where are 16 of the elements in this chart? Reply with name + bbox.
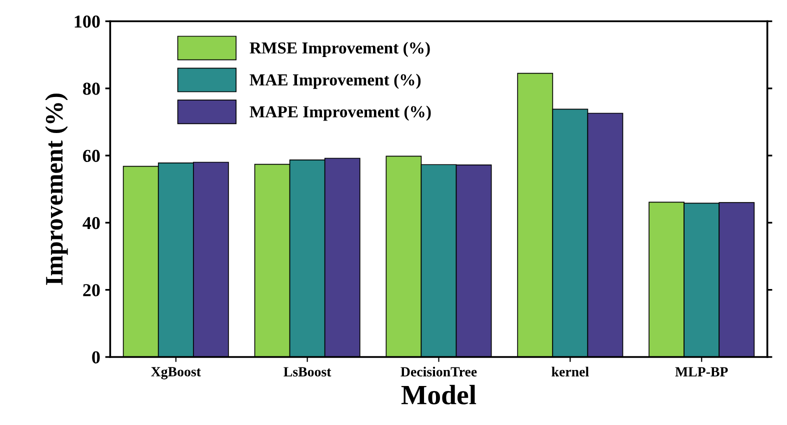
legend-label: MAE Improvement (%) <box>250 74 421 89</box>
y-tick-label: 0 <box>92 351 100 364</box>
legend-label: RMSE Improvement (%) <box>250 42 430 57</box>
y-tick-label: 100 <box>74 16 100 28</box>
x-tick-label: MLP-BP <box>675 367 728 376</box>
y-tick-label: 40 <box>82 216 100 230</box>
legend-label: MAPE Improvement (%) <box>250 106 431 121</box>
y-axis-title: Improvement (%) <box>45 94 68 285</box>
y-tick-label: 60 <box>83 150 100 162</box>
y-tick-label: 20 <box>83 284 100 296</box>
x-tick-label: LsBoost <box>284 367 332 376</box>
x-tick-label: kernel <box>552 366 589 376</box>
y-tick-label: 80 <box>83 82 100 95</box>
x-axis-title: Model <box>401 384 476 404</box>
x-tick-label: DecisionTree <box>400 366 477 376</box>
x-tick-label: XgBoost <box>151 367 201 380</box>
